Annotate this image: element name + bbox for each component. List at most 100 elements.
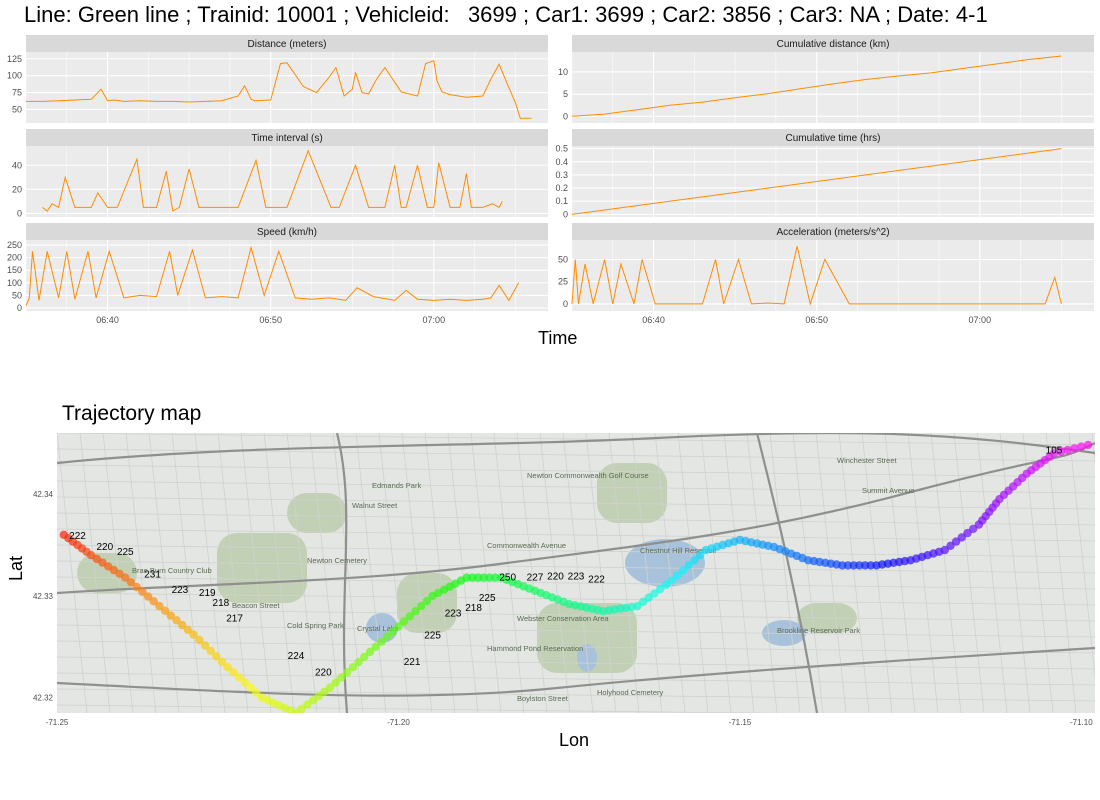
series-line (571, 246, 1062, 306)
panel-2: Speed (km/h) 0 50 100 150 200 250 (7, 223, 548, 313)
trajectory-point (195, 635, 204, 645)
page-title: Line: Green line ; Trainid: 10001 ; Vehi… (24, 2, 988, 27)
trajectory-point (160, 606, 170, 615)
trajectory-point (673, 571, 682, 580)
minor-street (57, 512, 1095, 526)
y-tick-label: 75 (12, 88, 22, 98)
minor-street (631, 433, 663, 713)
trajectory-point (297, 704, 306, 713)
speed-label: 231 (144, 570, 161, 581)
panel-background (572, 146, 1094, 217)
trajectory-point (399, 617, 409, 626)
map-place-label: Newton Cemetery (307, 556, 367, 565)
y-tick-label: 0 (17, 303, 22, 313)
speed-label: 223 (568, 572, 585, 583)
minor-street (263, 433, 295, 713)
minor-street (57, 480, 1095, 494)
panel-3: Cumulative distance (km) 0 5 10 (558, 35, 1094, 123)
panel-strip (572, 129, 1094, 146)
speed-label: 223 (445, 608, 462, 619)
brookline-water (762, 620, 806, 646)
panel-4: Cumulative time (hrs) 0 0.1 0.2 0.3 0.4 0.5 (555, 129, 1094, 219)
trajectory-point (354, 657, 363, 667)
minor-street (424, 433, 456, 713)
minor-street (884, 433, 916, 713)
y-tick-label: 50 (12, 290, 22, 300)
y-tick-label: 0.1 (555, 196, 568, 206)
trajectory-point (155, 601, 164, 611)
panel-title: Distance (meters) (248, 39, 327, 50)
y-tick-label: 40 (12, 160, 22, 170)
y-tick-label: 0.3 (555, 170, 568, 180)
minor-street (57, 576, 1095, 590)
speed-label: 105 (1046, 445, 1063, 456)
park-area (537, 603, 637, 673)
y-tick-label: 150 (7, 265, 22, 275)
trajectory-point (229, 668, 238, 677)
y-tick-label: 0.5 (555, 144, 568, 154)
x-tick-label: 06:50 (805, 315, 828, 325)
map-place-label: Walnut Street (352, 501, 398, 510)
minor-street (194, 433, 226, 713)
trajectory-point (678, 566, 688, 575)
park-area (217, 533, 307, 603)
minor-street (1022, 433, 1054, 713)
trajectory-point (234, 673, 244, 682)
y-tick-label: 50 (558, 255, 568, 265)
map-y-tick-label: 42.34 (33, 490, 54, 499)
panel-title: Cumulative time (hrs) (785, 133, 880, 144)
trajectory-point (337, 673, 346, 682)
panel-background (572, 240, 1094, 311)
panel-background (26, 52, 548, 123)
trajectory-point (166, 611, 175, 620)
minor-street (57, 528, 1095, 542)
map-place-label: Newton Commonwealth Golf Course (527, 471, 649, 480)
trajectory-point (252, 688, 261, 697)
minor-street (516, 433, 548, 713)
minor-street (723, 433, 755, 713)
speed-label: 224 (288, 651, 305, 662)
trajectory-point (969, 524, 978, 534)
park-area (287, 493, 347, 533)
trajectory-point (365, 647, 375, 657)
trajectory-point (940, 545, 949, 555)
minor-street (57, 672, 1095, 686)
x-tick-label: 06:50 (259, 315, 282, 325)
speed-label: 223 (172, 585, 189, 596)
y-tick-label: 25 (558, 277, 568, 287)
minor-street (57, 640, 1095, 654)
speed-label: 218 (465, 603, 482, 614)
map-place-label: Chestnut Hill Reservoir (640, 546, 717, 555)
minor-street (539, 433, 571, 713)
x-tick-label: 06:40 (642, 315, 665, 325)
trajectory-point (326, 683, 335, 692)
map-place-label: Brookline Reservoir Park (777, 626, 860, 635)
trajectory-point (348, 663, 358, 672)
minor-street (907, 433, 939, 713)
map-xlabel: Lon (559, 730, 590, 750)
major-road (57, 646, 1095, 697)
minor-street (677, 433, 709, 713)
minor-street (79, 433, 111, 713)
trajectory-point (382, 632, 392, 641)
trajectory-point (149, 597, 158, 606)
panel-5: Acceleration (meters/s^2) 0 25 50 (558, 223, 1094, 311)
trajectory-map: Beacon Street Commonwealth Avenue Boylston… (33, 433, 1095, 727)
trajectory-point (217, 657, 227, 666)
series-line (571, 148, 1062, 215)
panel-strip (572, 35, 1094, 52)
series-line (42, 149, 503, 212)
y-tick-label: 125 (7, 54, 22, 64)
trajectory-point (1056, 447, 1066, 456)
map-x-tick-label: -71.15 (729, 718, 752, 727)
speed-label: 217 (226, 613, 243, 624)
trajectory-point (1084, 440, 1093, 450)
speed-label: 225 (479, 593, 496, 604)
minor-street (608, 433, 640, 713)
trajectory-point (223, 663, 232, 672)
minor-street (57, 433, 1095, 446)
minor-street (148, 433, 180, 713)
minor-street (57, 496, 1095, 510)
panel-0: Distance (meters) 50 75 100 125 (7, 35, 548, 123)
